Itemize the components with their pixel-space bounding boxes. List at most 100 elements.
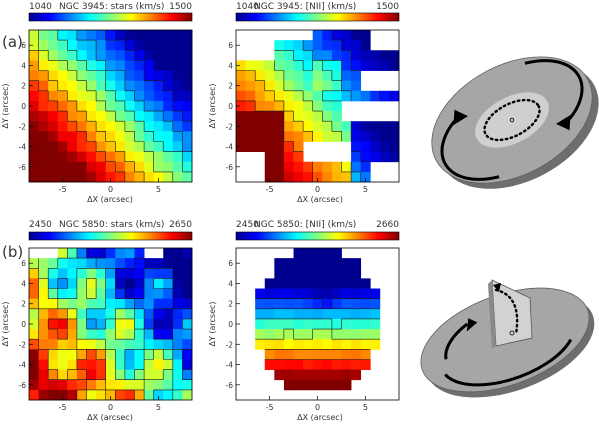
map-cell: [163, 339, 174, 350]
map-cell: [360, 308, 371, 320]
map-cell: [264, 349, 275, 360]
map-cell: [57, 90, 68, 102]
map-cell: [86, 50, 97, 61]
map-cell: [76, 131, 87, 142]
map-cell: [293, 318, 304, 330]
map-cell: [360, 329, 371, 340]
map-cell: [351, 258, 362, 269]
map-cell: [312, 308, 323, 320]
arrowhead: [493, 283, 501, 292]
x-tick-label: 5: [156, 403, 161, 412]
map-cell: [283, 339, 294, 350]
map-cell: [96, 60, 107, 71]
map-cell: [341, 40, 352, 51]
map-cell: [360, 161, 371, 173]
map-cell: [379, 90, 390, 102]
map-cell: [163, 100, 174, 112]
inner-upright-disk-edge: [488, 280, 496, 349]
map-cell: [312, 90, 323, 102]
map-cell: [105, 131, 116, 142]
map-cell: [163, 40, 174, 51]
map-cell: [144, 369, 155, 381]
colorbar-max-label: 1500: [169, 2, 192, 12]
map-cell: [115, 308, 126, 320]
map-cell: [96, 121, 107, 132]
map-cell: [341, 70, 352, 82]
map-cell: [86, 70, 97, 82]
map-cell: [29, 308, 39, 320]
map-cell: [163, 80, 174, 92]
map-cell: [86, 90, 97, 102]
y-axis-label: ΔY (arcsec): [208, 301, 217, 346]
map-cell: [182, 359, 193, 370]
map-cell: [236, 80, 246, 92]
map-cell: [29, 90, 39, 102]
map-cell: [86, 131, 97, 142]
map-cell: [283, 318, 294, 330]
y-tick-label: -6: [226, 381, 234, 390]
map-cell: [283, 131, 294, 142]
map-cell: [293, 141, 304, 152]
map-cell: [144, 258, 155, 269]
map-cell: [144, 278, 155, 289]
map-cell: [134, 80, 145, 92]
map-cell: [264, 171, 275, 183]
map-cell: [134, 131, 145, 142]
map-cell: [105, 161, 116, 173]
map-cell: [67, 141, 78, 152]
map-cell: [124, 379, 135, 391]
map-cell: [331, 80, 342, 92]
map-cell: [322, 100, 333, 112]
map-cell: [105, 359, 116, 370]
map-cell: [303, 258, 314, 269]
map-cell: [351, 339, 362, 350]
map-cell: [105, 349, 116, 360]
map-cell: [331, 339, 342, 350]
map-cell: [96, 161, 107, 173]
map-cell: [172, 111, 183, 122]
map-cell: [303, 131, 314, 142]
map-cell: [67, 30, 78, 41]
map-cell: [48, 258, 59, 269]
map-cell: [303, 339, 314, 350]
y-tick-label: -6: [226, 163, 234, 172]
map-cell: [38, 318, 49, 330]
map-cell: [153, 298, 164, 310]
map-cell: [172, 369, 183, 381]
map-cell: [293, 100, 304, 112]
map-cell: [48, 161, 59, 173]
map-cell: [76, 339, 87, 350]
map-cell: [96, 389, 107, 401]
map-cell: [105, 339, 116, 350]
map-cell: [57, 389, 68, 401]
map-cell: [293, 339, 304, 350]
map-cell: [182, 298, 193, 310]
map-cell: [29, 60, 39, 71]
map-cell: [293, 298, 304, 310]
map-cell: [67, 329, 78, 340]
map-cell: [274, 339, 285, 350]
map-cell: [105, 30, 116, 41]
map-cell: [29, 141, 39, 152]
map-cell: [245, 60, 256, 71]
map-cell: [331, 121, 342, 132]
map-cell: [360, 141, 371, 152]
map-cell: [264, 288, 275, 300]
map-cell: [274, 111, 285, 122]
map-cell: [124, 288, 135, 300]
map-cell: [38, 100, 49, 112]
map-cell: [124, 161, 135, 173]
map-cell: [370, 329, 381, 340]
map-cell: [303, 40, 314, 51]
y-tick-label: 0: [228, 320, 233, 329]
map-cell: [360, 131, 371, 142]
map-cell: [115, 141, 126, 152]
contour-lines: [236, 30, 381, 182]
map-cell: [134, 121, 145, 132]
map-cell: [115, 161, 126, 173]
map-cell: [236, 131, 246, 142]
map-cell: [105, 151, 116, 163]
map-cell: [293, 121, 304, 132]
y-tick-label: -4: [19, 143, 27, 152]
map-cell: [29, 268, 39, 279]
